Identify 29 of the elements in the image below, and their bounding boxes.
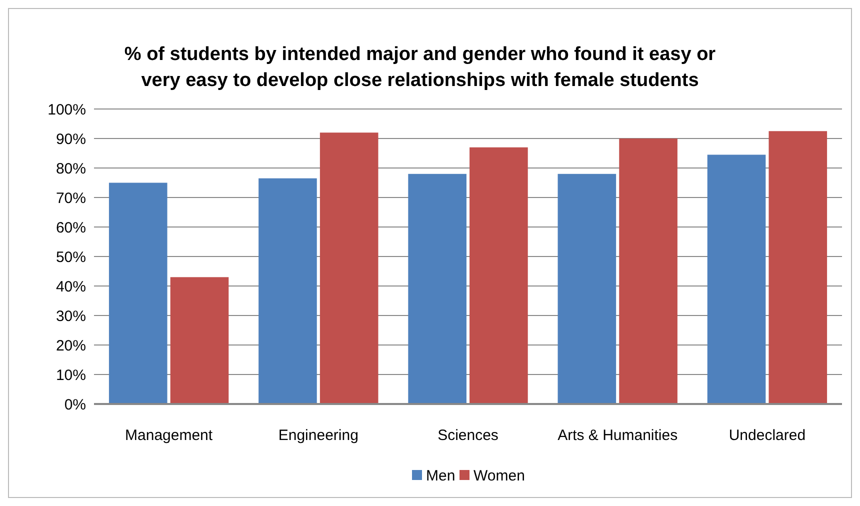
bar [558, 174, 616, 404]
bar [619, 138, 678, 404]
legend-label: Women [474, 467, 525, 484]
y-tick-label: 90% [56, 130, 86, 148]
bar [707, 154, 766, 404]
bar [170, 277, 229, 404]
y-tick-label: 30% [56, 308, 86, 325]
x-tick-label: Management [125, 427, 214, 444]
y-tick-label: 20% [56, 337, 86, 354]
bar [108, 182, 168, 404]
legend-label: Men [426, 467, 456, 484]
bar [768, 131, 828, 404]
x-tick-label: Sciences [438, 427, 498, 444]
x-tick-label: Undeclared [728, 427, 806, 444]
y-tick-label: 100% [48, 101, 86, 118]
y-tick-label: 60% [56, 219, 86, 236]
bar [408, 174, 466, 404]
bar [258, 178, 317, 404]
x-tick-label: Arts & Humanities [558, 427, 678, 444]
chart-title: % of students by intended major and gender who found it easy or very easy to develop close relationships with female students [124, 44, 716, 91]
y-tick-label: 80% [56, 160, 86, 178]
bar [320, 132, 378, 404]
y-tick-label: 10% [56, 366, 86, 384]
bar [470, 147, 528, 404]
y-tick-label: 50% [56, 248, 86, 266]
y-tick-label: 40% [56, 278, 86, 296]
y-tick-label: 0% [64, 396, 86, 414]
y-tick-label: 70% [56, 190, 86, 207]
x-tick-label: Engineering [278, 427, 358, 444]
